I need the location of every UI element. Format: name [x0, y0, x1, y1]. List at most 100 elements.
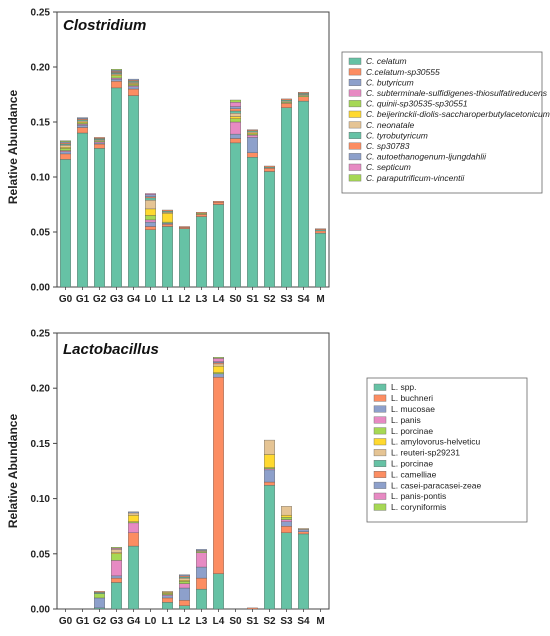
legend-label: C. paraputrificum-vincentii	[366, 173, 465, 183]
legend-swatch	[348, 153, 362, 161]
legend-swatch	[373, 460, 387, 467]
bar-segment	[281, 506, 292, 516]
legend-item: L. casei-paracasei-zeae	[373, 480, 482, 490]
legend-label: C. neonatale	[366, 120, 414, 130]
x-tick-label: G3	[110, 616, 124, 627]
bar-segment	[179, 577, 190, 581]
bar-segment	[281, 514, 292, 518]
bar-segment	[179, 228, 190, 288]
bar-stack-l1	[162, 591, 173, 610]
legend-item: C. subterminale-sulfidigenes-thiosulfati…	[348, 88, 548, 98]
x-tick-label: M	[316, 294, 324, 305]
bar-segment	[281, 532, 292, 610]
bar-stack-s1	[247, 607, 258, 610]
x-tick-label: L1	[162, 294, 174, 305]
legend-swatch	[373, 449, 387, 457]
bar-segment	[60, 144, 71, 148]
legend-swatch	[348, 89, 362, 97]
legend-item: L. buchneri	[373, 393, 433, 403]
bar-stack-s4	[298, 92, 309, 288]
legend-label: L. casei-paracasei-zeae	[391, 480, 482, 490]
y-tick-label: 0.15	[31, 439, 51, 450]
bar-segment	[111, 553, 122, 561]
x-tick-label: L4	[213, 616, 225, 627]
bar-segment	[196, 214, 207, 217]
legend-label: L. panis-pontis	[391, 491, 446, 501]
x-tick-label: L3	[196, 294, 208, 305]
bar-segment	[77, 125, 88, 128]
bar-stack-l2	[179, 226, 190, 288]
lactobacillus-bars	[94, 357, 309, 610]
bar-segment	[230, 108, 241, 112]
x-tick-label: L0	[145, 616, 157, 627]
bar-segment	[213, 201, 224, 203]
bar-stack-m	[315, 228, 326, 288]
legend-item: L. porcinae	[373, 459, 433, 469]
bar-segment	[230, 102, 241, 107]
legend-label: C. sp30783	[366, 141, 410, 151]
bar-segment	[281, 103, 292, 108]
lactobacillus-legend-frame	[366, 377, 528, 523]
bar-segment	[111, 582, 122, 610]
bar-segment	[179, 574, 190, 577]
bar-segment	[196, 588, 207, 610]
y-tick-label: 0.10	[31, 173, 51, 184]
legend-label: C. tyrobutyricum	[366, 130, 428, 140]
bar-segment	[281, 98, 292, 101]
legend-swatch	[373, 438, 387, 446]
bar-stack-l0	[145, 193, 156, 288]
bar-segment	[213, 202, 224, 205]
legend-item: C. sp30783	[348, 141, 410, 151]
legend-label: C.celatum-sp30555	[366, 67, 440, 77]
clostridium-y-axis-label: Relative Abundance	[6, 90, 20, 205]
x-tick-label: G0	[59, 616, 73, 627]
bar-stack-l4	[213, 201, 224, 288]
bar-segment	[264, 171, 275, 288]
lactobacillus-plot-frame	[56, 332, 330, 610]
legend-label: C. beijerinckii-diolis-saccharoperbutyla…	[366, 109, 550, 119]
legend-swatch	[373, 481, 387, 489]
bar-segment	[111, 577, 122, 583]
clostridium-x-ticks: G0 G1 G2 G3 G4 L0 L1 L2 L3 L4 S0 S1 S2 S3 S4 M	[59, 287, 325, 305]
legend-swatch	[373, 427, 387, 435]
bar-stack-s1	[247, 129, 258, 288]
y-tick-label: 0.20	[31, 63, 51, 74]
bar-segment	[230, 133, 241, 139]
legend-swatch	[373, 394, 387, 402]
clostridium-y-ticks: 0.00 0.05 0.10 0.15 0.20 0.25	[31, 8, 57, 294]
legend-swatch	[373, 471, 387, 478]
bar-segment	[77, 127, 88, 134]
bar-segment	[111, 560, 122, 577]
x-tick-label: S0	[229, 294, 242, 305]
legend-item: C. quinii-sp30535-sp30551	[348, 99, 468, 109]
bar-segment	[111, 81, 122, 89]
bar-segment	[247, 135, 258, 138]
bar-segment	[162, 226, 173, 288]
legend-item: C. beijerinckii-diolis-saccharoperbutyla…	[348, 109, 550, 119]
bar-segment	[111, 75, 122, 79]
bar-segment	[298, 529, 309, 532]
bar-stack-l3	[196, 549, 207, 610]
legend-swatch	[348, 131, 362, 139]
bar-segment	[230, 118, 241, 123]
x-tick-label: S3	[280, 294, 293, 305]
bar-stack-g4	[128, 511, 139, 610]
legend-swatch	[373, 405, 387, 413]
clostridium-plot-frame	[56, 11, 330, 288]
legend-swatch	[348, 68, 362, 76]
lactobacillus-y-axis-label: Relative Abundance	[6, 414, 20, 529]
bar-segment	[94, 591, 105, 593]
bar-segment	[281, 526, 292, 533]
bar-segment	[196, 577, 207, 590]
legend-item: L. camelliae	[373, 469, 437, 479]
x-tick-label: G2	[93, 616, 107, 627]
bar-segment	[145, 194, 156, 197]
bar-segment	[162, 591, 173, 593]
bar-segment	[162, 595, 173, 599]
bar-segment	[128, 545, 139, 610]
y-tick-label: 0.05	[31, 549, 51, 560]
bar-stack-l4	[213, 357, 224, 610]
legend-item: L. panis-pontis	[373, 491, 446, 501]
